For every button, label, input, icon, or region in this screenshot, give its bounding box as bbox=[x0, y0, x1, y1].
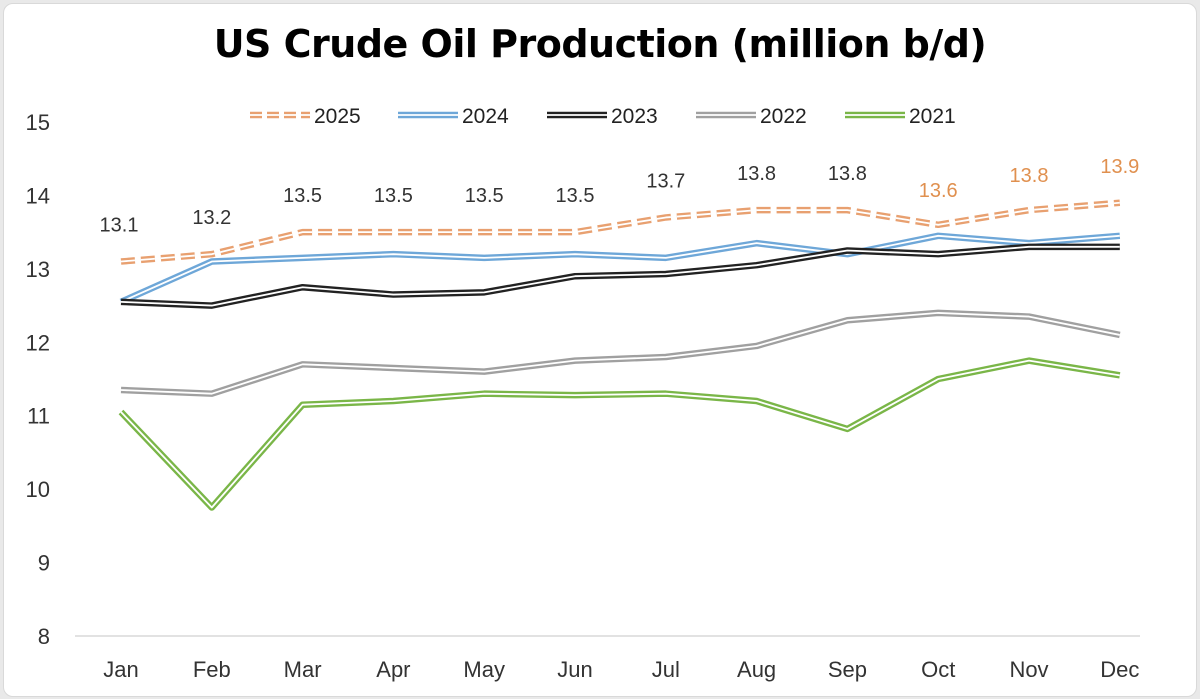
y-tick-label: 8 bbox=[38, 624, 50, 649]
data-label: 13.8 bbox=[828, 163, 867, 185]
y-tick-label: 15 bbox=[26, 110, 50, 135]
legend-label: 2021 bbox=[909, 105, 956, 128]
x-tick-label: Aug bbox=[737, 657, 776, 682]
axes: 8 9 10 11 12 13 14 15 Jan Feb Mar Apr May Jun Jul Aug Se… bbox=[26, 110, 1140, 682]
data-label: 13.5 bbox=[283, 185, 322, 207]
data-label: 13.7 bbox=[646, 170, 685, 192]
legend-label: 2024 bbox=[462, 105, 509, 128]
data-label: 13.6 bbox=[919, 180, 958, 202]
series-line-inner bbox=[120, 234, 1120, 303]
y-tick-label: 10 bbox=[26, 477, 50, 502]
legend-item-2023: 2023 bbox=[547, 105, 658, 128]
y-tick-label: 11 bbox=[27, 404, 50, 429]
series-2024 bbox=[119, 232, 1121, 305]
x-tick-label: Jan bbox=[103, 657, 138, 682]
legend-item-2021: 2021 bbox=[845, 105, 956, 128]
series-2022 bbox=[120, 309, 1121, 397]
x-tick-label: May bbox=[463, 657, 505, 682]
x-tick-label: Apr bbox=[376, 657, 410, 682]
y-tick-label: 13 bbox=[26, 257, 50, 282]
legend-label: 2022 bbox=[760, 105, 807, 128]
series-2021 bbox=[118, 357, 1121, 511]
series-line-inner bbox=[120, 245, 1120, 307]
series-line-inner bbox=[120, 359, 1120, 509]
x-tick-label: Feb bbox=[193, 657, 231, 682]
legend: 2025 2024 2023 2022 2021 bbox=[250, 105, 956, 128]
x-tick-label: Sep bbox=[828, 657, 867, 682]
series-line-outer bbox=[120, 309, 1121, 397]
chart-frame bbox=[3, 3, 1197, 697]
x-tick-label: Dec bbox=[1100, 657, 1139, 682]
y-tick-label: 14 bbox=[26, 183, 50, 208]
x-tick-label: Oct bbox=[921, 657, 955, 682]
x-tick-label: Jul bbox=[652, 657, 680, 682]
series-line-inner bbox=[120, 201, 1120, 263]
data-label: 13.8 bbox=[737, 163, 776, 185]
series-2023 bbox=[120, 243, 1120, 309]
legend-label: 2023 bbox=[611, 105, 658, 128]
series-lines bbox=[118, 199, 1121, 511]
x-tick-label: Mar bbox=[284, 657, 322, 682]
y-tick-label: 9 bbox=[38, 551, 50, 576]
series-2025 bbox=[120, 199, 1121, 265]
data-label: 13.5 bbox=[374, 185, 413, 207]
legend-item-2025: 2025 bbox=[250, 105, 361, 128]
y-tick-label: 12 bbox=[26, 330, 50, 355]
data-labels: 13.1 13.2 13.5 13.5 13.5 13.5 13.7 13.8 13.8 13.6… bbox=[100, 156, 1140, 237]
data-label: 13.9 bbox=[1100, 156, 1139, 178]
legend-item-2022: 2022 bbox=[696, 105, 807, 128]
data-label: 13.2 bbox=[192, 207, 231, 229]
data-label: 13.8 bbox=[1010, 165, 1049, 187]
data-label: 13.1 bbox=[100, 215, 139, 237]
x-tick-label: Nov bbox=[1009, 657, 1048, 682]
data-label: 13.5 bbox=[465, 185, 504, 207]
legend-label: 2025 bbox=[314, 105, 361, 128]
legend-item-2024: 2024 bbox=[398, 105, 509, 128]
chart-title: US Crude Oil Production (million b/d) bbox=[213, 22, 987, 66]
series-line-outer bbox=[118, 357, 1121, 511]
series-line-inner bbox=[120, 312, 1120, 395]
data-label: 13.5 bbox=[556, 185, 595, 207]
x-tick-label: Jun bbox=[557, 657, 592, 682]
